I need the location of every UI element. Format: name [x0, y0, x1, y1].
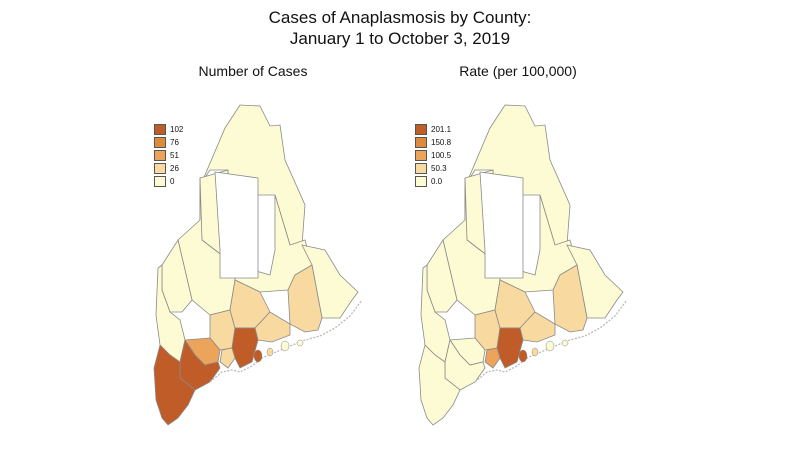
- island: [561, 339, 569, 347]
- county-penobscot: [234, 194, 313, 293]
- cases-legend: 102 76 51 26 0: [154, 123, 183, 188]
- legend-swatch: [415, 150, 427, 161]
- legend-label: 150.8: [431, 138, 452, 147]
- legend-item: 26: [154, 162, 183, 175]
- legend-swatch: [154, 163, 166, 174]
- island: [280, 340, 290, 352]
- legend-swatch: [154, 137, 166, 148]
- legend-swatch: [154, 150, 166, 161]
- legend-label: 50.3: [431, 164, 447, 173]
- legend-label: 26: [170, 164, 179, 173]
- island: [518, 349, 528, 363]
- legend-label: 201.1: [431, 125, 452, 134]
- chart-title-line-2: January 1 to October 3, 2019: [289, 29, 511, 48]
- island: [531, 347, 539, 357]
- legend-label: 102: [170, 125, 184, 134]
- left-map-subtitle: Number of Cases: [198, 63, 308, 79]
- unorganized-territory: [479, 171, 524, 279]
- legend-label: 51: [170, 151, 179, 160]
- county-penobscot: [499, 194, 578, 293]
- county-sagadahoc: [484, 347, 501, 369]
- island: [253, 349, 263, 363]
- county-lincoln: [231, 327, 259, 369]
- legend-item: 76: [154, 136, 183, 149]
- legend-label: 100.5: [431, 151, 452, 160]
- legend-swatch: [415, 176, 427, 187]
- legend-swatch: [415, 124, 427, 135]
- county-hancock: [552, 264, 588, 333]
- legend-label: 76: [170, 138, 179, 147]
- island: [296, 339, 304, 347]
- county-york: [418, 344, 461, 426]
- legend-item: 51: [154, 149, 183, 162]
- county-sagadahoc: [219, 347, 236, 369]
- unorganized-territory: [214, 171, 259, 279]
- legend-item: 0.0: [415, 175, 451, 188]
- legend-label: 0: [170, 177, 175, 186]
- rate-legend: 201.1 150.8 100.5 50.3 0.0: [415, 123, 451, 188]
- county-hancock: [287, 264, 323, 333]
- legend-item: 102: [154, 123, 183, 136]
- legend-item: 50.3: [415, 162, 451, 175]
- legend-item: 201.1: [415, 123, 451, 136]
- rate-choropleth-map: [418, 104, 628, 426]
- chart-title-line-1: Cases of Anaplasmosis by County:: [268, 8, 532, 27]
- island: [266, 347, 274, 357]
- legend-item: 0: [154, 175, 183, 188]
- legend-item: 100.5: [415, 149, 451, 162]
- legend-label: 0.0: [431, 177, 443, 186]
- legend-swatch: [154, 124, 166, 135]
- legend-item: 150.8: [415, 136, 451, 149]
- island: [545, 340, 555, 352]
- coastline: [474, 299, 628, 383]
- coastline: [209, 299, 363, 383]
- legend-swatch: [415, 163, 427, 174]
- legend-swatch: [415, 137, 427, 148]
- cases-choropleth-map: [153, 104, 363, 426]
- legend-swatch: [154, 176, 166, 187]
- county-york: [153, 344, 196, 426]
- right-map-subtitle: Rate (per 100,000): [459, 63, 577, 79]
- county-lincoln: [496, 327, 524, 369]
